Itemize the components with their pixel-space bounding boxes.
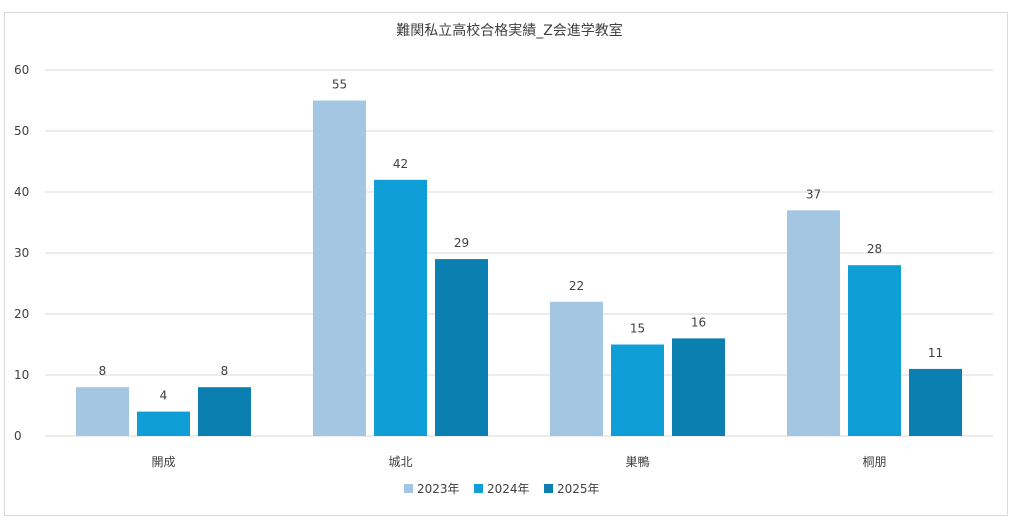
bar [374, 179, 427, 437]
legend-label: 2023年 [417, 482, 460, 496]
y-tick-label: 30 [14, 246, 29, 260]
data-label: 16 [691, 315, 706, 329]
data-label: 29 [454, 236, 469, 250]
bar [787, 210, 840, 436]
data-label: 42 [393, 157, 408, 171]
x-tick-label: 桐朋 [862, 455, 886, 469]
bar [672, 338, 725, 436]
bar [909, 368, 962, 436]
legend-swatch [474, 484, 483, 493]
data-label: 37 [806, 187, 821, 201]
bar [198, 387, 251, 436]
y-tick-label: 10 [14, 368, 29, 382]
bar [611, 344, 664, 436]
y-tick-label: 50 [14, 124, 29, 138]
legend-label: 2024年 [487, 482, 530, 496]
y-tick-label: 0 [14, 429, 22, 443]
chart-title: 難関私立高校合格実績_Z会進学教室 [396, 23, 623, 39]
x-tick-label: 巣鴨 [625, 455, 649, 469]
y-tick-label: 20 [14, 307, 29, 321]
data-label: 15 [630, 322, 645, 336]
bar [313, 100, 366, 436]
legend-swatch [544, 484, 553, 493]
data-label: 8 [99, 364, 107, 378]
data-label: 28 [867, 242, 882, 256]
y-tick-label: 60 [14, 63, 29, 77]
y-tick-label: 40 [14, 185, 29, 199]
data-label: 4 [160, 389, 168, 403]
bar [848, 265, 901, 436]
data-label: 8 [221, 364, 229, 378]
bar [137, 411, 190, 436]
bar [435, 259, 488, 436]
data-label: 22 [569, 279, 584, 293]
x-tick-label: 開成 [151, 455, 175, 469]
x-tick-label: 城北 [388, 455, 412, 469]
bar [550, 301, 603, 436]
bar [76, 387, 129, 436]
data-label: 11 [928, 346, 943, 360]
legend-swatch [404, 484, 413, 493]
legend-label: 2025年 [557, 482, 600, 496]
data-label: 55 [332, 78, 347, 92]
